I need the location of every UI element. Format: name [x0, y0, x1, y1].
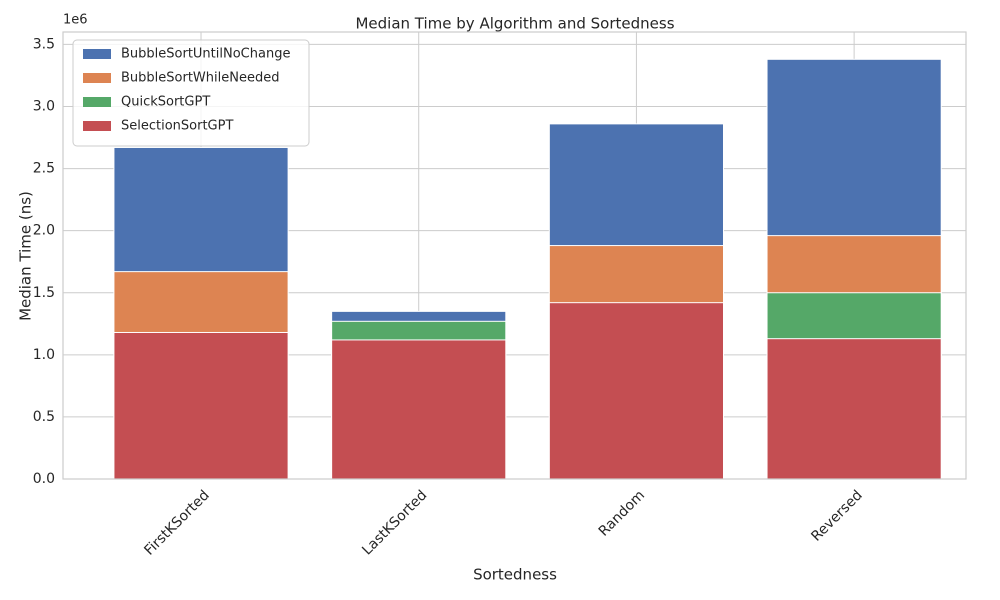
- bar: [113, 331, 289, 480]
- x-axis-label: Sortedness: [473, 566, 557, 584]
- legend-swatch: [83, 49, 111, 59]
- x-tick-label: Random: [596, 487, 648, 539]
- bar: [331, 339, 507, 480]
- legend-swatch: [83, 121, 111, 131]
- x-tick-label: FirstKSorted: [141, 487, 212, 558]
- y-tick-label: 2.0: [33, 223, 55, 239]
- bar: [766, 338, 942, 480]
- chart-title: Median Time by Algorithm and Sortedness: [355, 15, 674, 33]
- y-tick-label: 1.0: [33, 347, 55, 363]
- legend-box: [72, 39, 310, 147]
- y-tick-label: 3.5: [33, 36, 55, 52]
- x-tick-label: LastKSorted: [359, 487, 430, 558]
- legend-swatch: [83, 73, 111, 83]
- y-tick-label: 2.5: [33, 161, 55, 177]
- plot-frame: [62, 31, 967, 480]
- bar: [548, 302, 725, 480]
- legend-label: QuickSortGPT: [121, 95, 210, 110]
- y-tick-label: 3.0: [33, 99, 55, 115]
- legend-swatch: [83, 97, 111, 107]
- y-axis-label: Median Time (ns): [17, 191, 35, 321]
- y-axis-offset: 1e6: [63, 13, 88, 28]
- y-tick-label: 0.5: [33, 409, 55, 425]
- legend-label: BubbleSortUntilNoChange: [121, 47, 290, 62]
- y-tick-label: 1.5: [33, 285, 55, 301]
- legend-label: BubbleSortWhileNeeded: [121, 71, 279, 86]
- legend: BubbleSortUntilNoChange BubbleSortWhileNe…: [72, 39, 310, 147]
- y-tick-label: 0.0: [33, 471, 55, 487]
- x-tick-label: Reversed: [808, 487, 865, 544]
- legend-label: SelectionSortGPT: [121, 119, 233, 134]
